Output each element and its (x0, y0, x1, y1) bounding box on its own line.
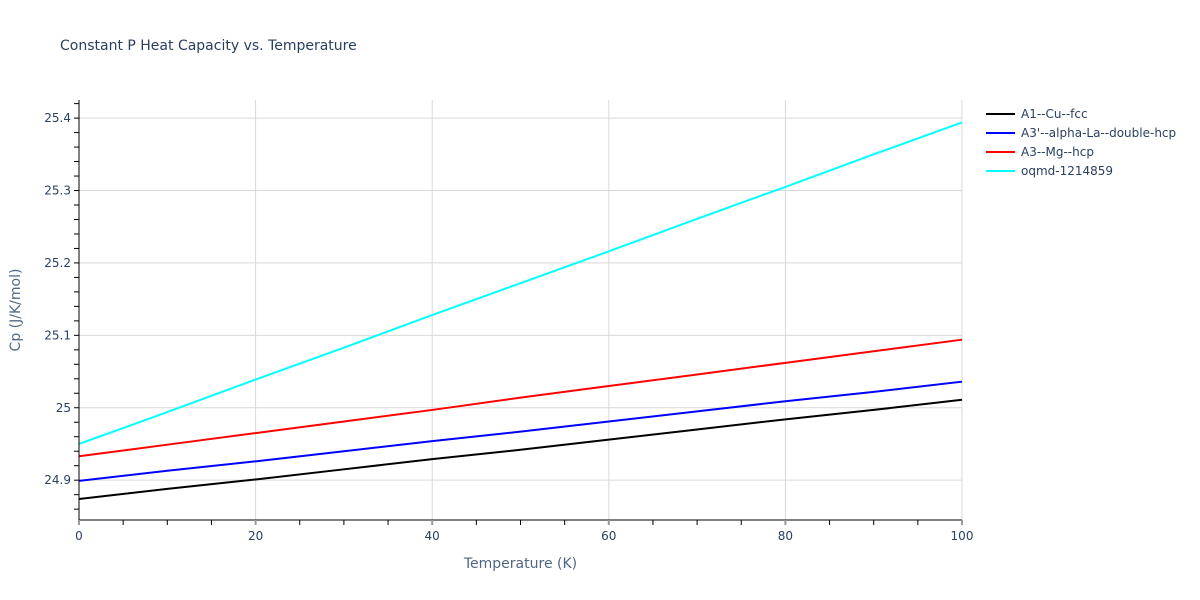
series-line-2 (78, 338, 963, 458)
series-line-0 (78, 398, 963, 500)
x-axis-tick-labels: 0 20 40 60 80 100 (75, 529, 973, 543)
y-tick-label: 25.1 (44, 328, 71, 342)
x-tick-label: 60 (601, 529, 616, 543)
x-tick-label: 0 (75, 529, 83, 543)
legend-label: oqmd-1214859 (1021, 164, 1113, 178)
legend-label: A1--Cu--fcc (1021, 107, 1088, 121)
y-tick-label: 25.3 (44, 184, 71, 198)
legend-item-1[interactable]: A3'--alpha-La--double-hcp (986, 126, 1176, 140)
legend-label: A3--Mg--hcp (1021, 145, 1094, 159)
x-tick-label: 20 (248, 529, 263, 543)
grid-lines (79, 100, 963, 520)
legend: A1--Cu--fcc A3'--alpha-La--double-hcp A3--… (986, 107, 1176, 178)
y-axis-title: Cp (J/K/mol) (8, 269, 24, 352)
series-line-1 (78, 380, 963, 482)
x-tick-label: 80 (778, 529, 793, 543)
legend-item-3[interactable]: oqmd-1214859 (986, 164, 1113, 178)
y-tick-label: 25 (56, 401, 71, 415)
series-line-3 (78, 121, 963, 445)
legend-label: A3'--alpha-La--double-hcp (1021, 126, 1176, 140)
y-tick-label: 24.9 (44, 473, 71, 487)
legend-item-2[interactable]: A3--Mg--hcp (986, 145, 1094, 159)
x-tick-label: 40 (425, 529, 440, 543)
chart-title: Constant P Heat Capacity vs. Temperature (60, 38, 357, 54)
x-axis-title: Temperature (K) (463, 556, 577, 572)
y-tick-label: 25.2 (44, 256, 71, 270)
x-tick-label: 100 (951, 529, 974, 543)
plot-area (78, 121, 963, 500)
y-axis-tick-labels: 24.9 25 25.1 25.2 25.3 25.4 (44, 111, 71, 487)
y-tick-label: 25.4 (44, 111, 71, 125)
axes (74, 100, 963, 525)
legend-item-0[interactable]: A1--Cu--fcc (986, 107, 1088, 121)
